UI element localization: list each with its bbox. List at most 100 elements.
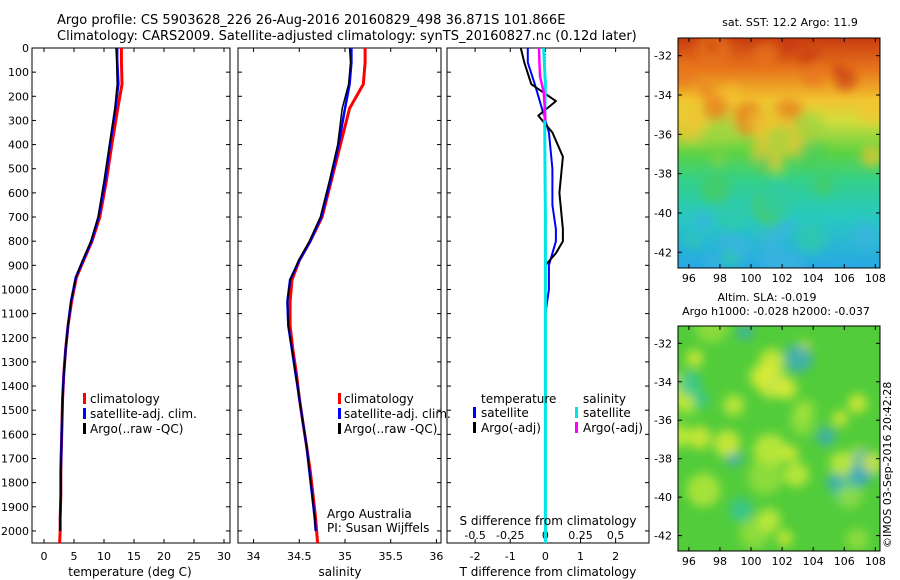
sla-texture-blob [688, 426, 712, 450]
sst-texture-blob [758, 227, 782, 251]
x-tick-label: 0 [542, 550, 549, 563]
depth-tick-label: 1300 [1, 356, 29, 369]
map-y-tick-label: -34 [654, 89, 672, 102]
sst-texture-blob [723, 84, 739, 101]
sla-texture-blob [695, 326, 729, 343]
map-y-tick-label: -38 [654, 168, 672, 181]
sst-texture-blob [678, 104, 707, 141]
depth-tick-label: 1900 [1, 501, 29, 514]
map-x-tick-label: 98 [713, 272, 727, 285]
sla-texture-blob [845, 528, 869, 551]
legend-swatch-satellite-adj [338, 408, 341, 419]
x-tick-label: 25 [187, 550, 201, 563]
depth-tick-label: 400 [8, 139, 29, 152]
sla-texture-blob [691, 475, 719, 503]
legend-swatch-climatology [338, 393, 341, 404]
sla-texture-blob [816, 427, 836, 447]
legend-label-sal-satellite: satellite [583, 406, 631, 420]
s-difference-axis-label: S difference from climatology [460, 514, 637, 528]
depth-tick-label: 0 [22, 42, 29, 55]
x-tick-label: -0.5 [464, 529, 485, 542]
map-x-tick-label: 98 [713, 555, 727, 568]
sst-texture-blob [686, 233, 701, 248]
depth-tick-label: 1200 [1, 332, 29, 345]
sla-texture-blob [723, 394, 745, 416]
sst-texture-blob [714, 196, 751, 232]
map-x-tick-label: 106 [834, 272, 855, 285]
x-tick-label: -0.25 [496, 529, 524, 542]
sla-texture-blob [829, 451, 856, 478]
sla-texture-blob [757, 508, 781, 533]
sst-texture-blob [794, 112, 826, 144]
sla-texture-blob [759, 348, 784, 374]
x-tick-label: -1 [505, 550, 516, 563]
sst-texture-blob [705, 40, 719, 53]
x-tick-label: 10 [97, 550, 111, 563]
sst-texture-blob [772, 249, 805, 268]
salinity-legend: climatology satellite-adj. clim. Argo(..… [338, 392, 451, 436]
sla-texture-blob [685, 349, 704, 367]
depth-tick-label: 800 [8, 235, 29, 248]
legend-title-temperature: temperature [481, 392, 556, 406]
x-tick-label: 36 [429, 550, 443, 563]
legend-title-salinity: salinity [583, 392, 626, 406]
legend-label-sal-argo: Argo(-adj) [583, 421, 643, 435]
x-tick-label: 0.5 [607, 529, 625, 542]
sst-texture-blob [754, 42, 780, 69]
map-y-tick-label: -32 [654, 50, 672, 63]
legend-label-argo: Argo(..raw -QC) [90, 422, 183, 436]
map-x-tick-label: 100 [741, 272, 762, 285]
x-tick-label: 1 [577, 550, 584, 563]
depth-tick-label: 1000 [1, 283, 29, 296]
map-x-tick-label: 102 [772, 555, 793, 568]
map-x-tick-label: 106 [834, 555, 855, 568]
sla-texture-blob [692, 391, 709, 408]
map-y-tick-label: -40 [654, 491, 672, 504]
series-line-temperature-satellite [526, 48, 557, 543]
sla-texture-blob [678, 371, 702, 397]
series-line-satellite-adj-clim [286, 48, 353, 531]
sla-texture-blob [861, 452, 880, 474]
depth-tick-label: 300 [8, 114, 29, 127]
series-line-satellite-adj-clim [58, 48, 120, 531]
depth-axis: 0 100 200 300 400 500 600 700 800 900 1000 1100 1200… [1, 42, 649, 538]
temperature-panel-frame [31, 47, 231, 544]
legend-swatch-satellite-adj [83, 408, 86, 419]
map-y-tick-label: -32 [654, 337, 672, 350]
depth-tick-label: 2000 [1, 525, 29, 538]
sst-texture-blob [728, 236, 751, 258]
sla-heatmap [678, 326, 880, 551]
sla-texture-blob [729, 497, 754, 522]
map-y-tick-label: -40 [654, 207, 672, 220]
legend-label-temp-argo: Argo(-adj) [481, 421, 541, 435]
credit-line-1: Argo Australia [327, 507, 412, 521]
x-tick-label: 34 [247, 550, 261, 563]
sla-texture-blob [776, 530, 793, 547]
legend-label-satellite-adj: satellite-adj. clim. [90, 407, 197, 421]
map-y-tick-label: -36 [654, 128, 672, 141]
sla-texture-blob [782, 445, 799, 462]
figure-title-line1: Argo profile: CS 5903628_226 26-Aug-2016… [57, 13, 566, 28]
map-y-tick-label: -42 [654, 246, 672, 259]
sla-texture-blob [847, 393, 868, 414]
sla-texture-blob [678, 423, 691, 448]
sla-map-title-line1: Altim. SLA: -0.019 [717, 291, 816, 304]
sst-texture-blob [678, 59, 698, 88]
legend-swatch-argo [83, 423, 86, 434]
series-line-temperature-argo-adj [519, 47, 564, 543]
sst-texture-blob [796, 50, 812, 66]
legend-label-climatology: climatology [344, 392, 414, 406]
legend-label-argo: Argo(..raw -QC) [344, 422, 437, 436]
sla-texture-blob [832, 410, 849, 427]
depth-tick-label: 1700 [1, 452, 29, 465]
depth-tick-label: 1500 [1, 404, 29, 417]
legend-label-climatology: climatology [90, 392, 160, 406]
legend-label-temp-satellite: satellite [481, 406, 529, 420]
temperature-legend: climatology satellite-adj. clim. Argo(..… [83, 392, 197, 436]
sst-texture-blob [812, 174, 834, 196]
depth-tick-label: 200 [8, 90, 29, 103]
depth-tick-label: 500 [8, 163, 29, 176]
map-x-tick-label: 102 [772, 272, 793, 285]
x-tick-label: 2 [612, 550, 619, 563]
